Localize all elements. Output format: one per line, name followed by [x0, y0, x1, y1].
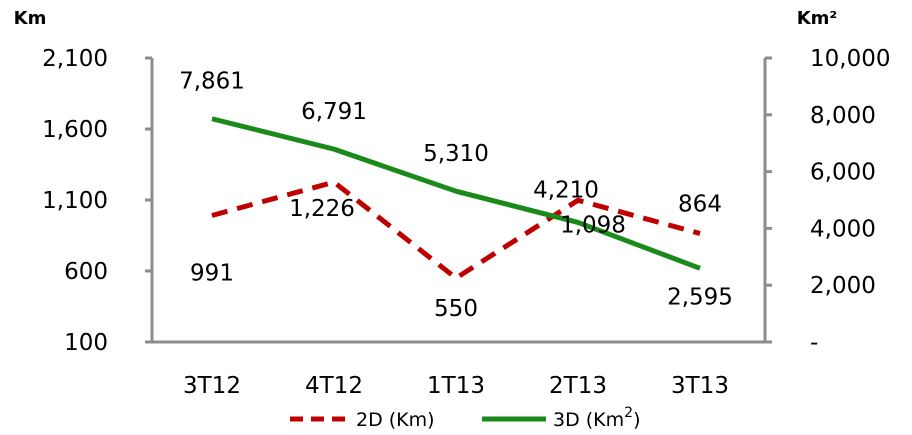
series-2d-line: [211, 179, 701, 281]
left-tick-label: 600: [64, 259, 108, 285]
data-label-2d: 864: [678, 192, 722, 218]
x-tick-label: 3T13: [671, 373, 729, 399]
data-label-2d: 991: [190, 260, 234, 286]
left-tick-label: 100: [64, 330, 108, 356]
left-axis-unit-label: Km: [14, 8, 47, 29]
series-3d-line: [211, 116, 701, 271]
right-tick-label: 10,000: [810, 46, 890, 72]
data-labels: 991 1,226 550 1,098 864 7,861 6,791 5,310 4,210 2…: [179, 69, 733, 322]
legend: 2D (Km) 3D (Km2): [290, 405, 640, 431]
left-tick-label: 2,100: [42, 46, 108, 72]
legend-3d-label-text: 3D (Km: [553, 409, 624, 431]
left-tick-label: 1,100: [42, 188, 108, 214]
series-lines: [211, 116, 701, 281]
legend-3d-label-sup: 2: [624, 405, 633, 421]
data-label-3d: 2,595: [667, 284, 733, 310]
data-label-2d: 550: [434, 296, 478, 322]
legend-3d-label-suffix: ): [633, 409, 640, 431]
right-tick-label: 2,000: [810, 273, 876, 299]
right-tick-label: 8,000: [810, 103, 876, 129]
right-tick-label: 6,000: [810, 160, 876, 186]
left-tick-label: 1,600: [42, 117, 108, 143]
legend-3d-label: 3D (Km2): [553, 405, 640, 431]
x-tick-label: 1T13: [427, 373, 485, 399]
data-label-3d: 4,210: [533, 177, 599, 203]
tick-labels: 100 600 1,100 1,600 2,100 - 2,000 4,000 6,000 8,0…: [42, 46, 890, 399]
right-tick-label: 4,000: [810, 216, 876, 242]
x-tick-label: 2T13: [549, 373, 607, 399]
data-label-3d: 6,791: [301, 99, 367, 125]
axes: [145, 56, 772, 344]
right-tick-label: -: [810, 330, 818, 356]
data-label-3d: 7,861: [179, 69, 245, 95]
x-tick-label: 4T12: [305, 373, 363, 399]
x-tick-label: 3T12: [183, 373, 241, 399]
data-label-2d: 1,098: [560, 212, 626, 238]
legend-2d-label: 2D (Km): [356, 409, 435, 431]
data-label-2d: 1,226: [289, 196, 355, 222]
right-axis-unit-label: Km²: [797, 8, 838, 29]
data-label-3d: 5,310: [423, 141, 489, 167]
